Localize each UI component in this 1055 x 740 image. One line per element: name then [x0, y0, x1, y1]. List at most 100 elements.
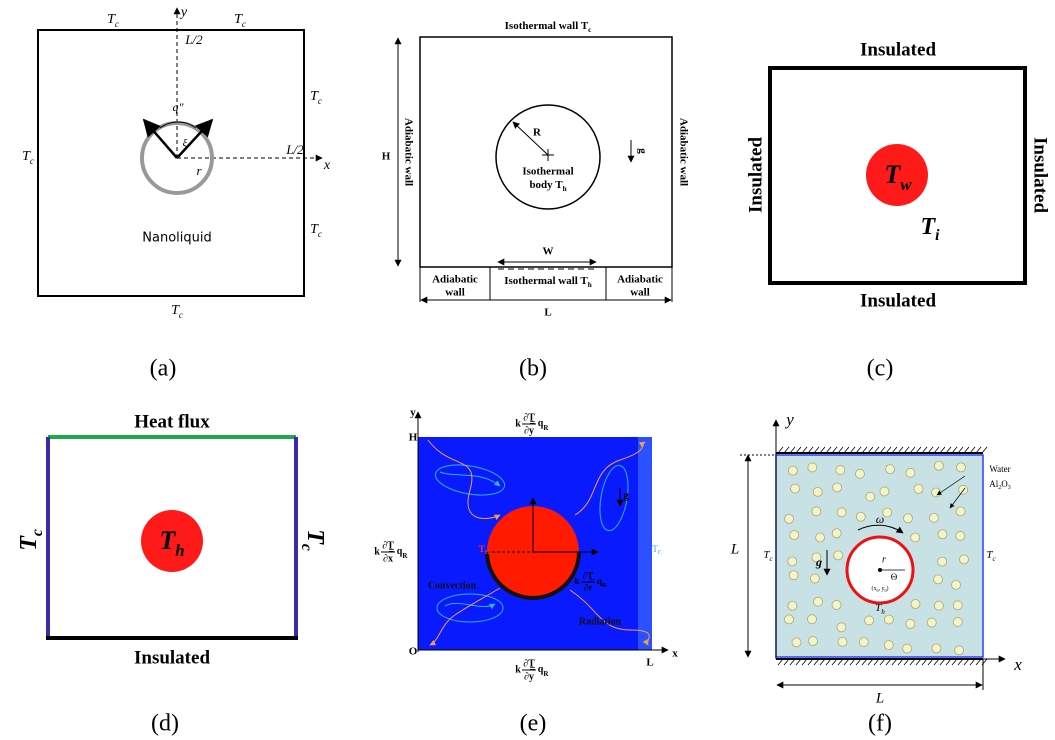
label: Adiabatic — [432, 274, 478, 286]
particle — [903, 514, 912, 523]
label: L — [730, 541, 739, 557]
label: g — [815, 555, 822, 569]
particle — [859, 638, 868, 647]
panel-b: Isothermal wall Tc Adiabatic wall Adiaba… — [382, 20, 690, 382]
label: L — [875, 690, 884, 706]
eq-rhs-sub: R — [602, 582, 607, 589]
eq-k: k — [374, 546, 380, 557]
label: Tc — [22, 149, 34, 166]
label-sub: c — [179, 310, 183, 320]
particle — [932, 488, 941, 497]
eq-k: k — [574, 576, 579, 586]
particle — [938, 530, 947, 539]
label-base: Isothermal wall T — [504, 275, 588, 287]
figure: y L/2 x L/2 q" ξ r Nanoliquid Tc Tc Tc T… — [0, 0, 1055, 740]
particle — [813, 487, 822, 496]
label: L — [646, 657, 653, 669]
caption: (a) — [150, 356, 177, 382]
particle — [837, 623, 846, 632]
label: r — [882, 554, 886, 565]
label-sub: c — [318, 229, 322, 239]
label: W — [543, 246, 554, 258]
particle — [911, 599, 920, 608]
panel-c: Insulated Insulated Insulated Insulated … — [745, 39, 1050, 381]
particle — [788, 557, 797, 566]
particle — [834, 551, 843, 560]
hatch-line — [982, 447, 987, 453]
label: Nanoliquid — [142, 231, 211, 246]
label: wall — [630, 287, 650, 299]
eq-rhs-sub: R — [402, 552, 408, 560]
label-sub: w — [900, 175, 912, 194]
label-sub: H — [485, 550, 490, 556]
particle — [833, 483, 842, 492]
particle — [788, 466, 797, 475]
eq-k: k — [515, 418, 521, 429]
equation: k∂T∂x= qR — [374, 540, 408, 564]
particle — [914, 484, 923, 493]
label: Tc — [107, 12, 119, 29]
particle — [906, 468, 915, 477]
particle — [810, 574, 819, 583]
particle — [932, 644, 941, 653]
label: Tc — [310, 222, 322, 239]
particle — [785, 514, 794, 523]
label-part: 3 — [1008, 485, 1011, 491]
label: L/2 — [184, 32, 203, 47]
particle — [934, 461, 943, 470]
axis-label: x — [323, 158, 331, 173]
label-base: body T — [529, 179, 563, 191]
label: Radiation — [579, 616, 622, 627]
label: Al2O3 — [989, 479, 1011, 491]
label: Insulated — [134, 647, 210, 668]
label-sub: c — [298, 544, 315, 551]
label-sub: c — [992, 555, 996, 563]
particle — [812, 507, 821, 516]
panel-d: Heat flux Insulated Tc Tc Th (d) — [16, 411, 329, 736]
particle — [952, 580, 961, 589]
label: Convection — [428, 580, 477, 591]
label: Θ — [891, 572, 898, 582]
label: g — [623, 490, 629, 502]
label: Tc — [298, 529, 329, 551]
label: Insulated — [860, 290, 936, 311]
particle — [855, 469, 864, 478]
panel-e: g y H O L x k∂T∂y= qR k∂T∂x= qR k∂T∂y= q… — [374, 407, 678, 737]
caption: (f) — [868, 711, 892, 737]
label-sub: c — [30, 156, 34, 166]
label: ξ — [183, 138, 188, 150]
label: Isothermal wall Tc — [505, 20, 592, 34]
label: O — [409, 646, 418, 658]
label-base: T — [16, 535, 42, 551]
caption: (c) — [867, 356, 894, 382]
label: Ti — [920, 214, 940, 245]
axis-label: y — [179, 5, 188, 20]
label: Tc — [16, 529, 47, 551]
cavity — [420, 37, 672, 267]
particle — [880, 487, 889, 496]
particle — [790, 531, 799, 540]
eq-rhs-main: = q — [389, 546, 403, 557]
particle — [956, 507, 965, 516]
label-sub: c — [115, 19, 119, 29]
axis-label: y — [410, 407, 416, 419]
cold-wall — [638, 437, 652, 650]
eq-rhs-sub: R — [543, 670, 549, 678]
label: Tc — [234, 12, 246, 29]
label: Insulated — [1030, 137, 1051, 213]
label-sub: c — [318, 96, 322, 106]
label-sub: c — [769, 555, 773, 563]
particle — [789, 571, 798, 580]
panel-f: y x L L Tc Tc Th Water Al2O3 ω r Θ (x0, … — [730, 410, 1022, 737]
particle — [953, 601, 962, 610]
particle — [838, 637, 847, 646]
label-sub: h — [563, 185, 567, 193]
label-sub: h — [588, 281, 592, 289]
label: q" — [172, 100, 184, 114]
eq-rhs-main: = q — [530, 418, 544, 429]
label: Tc — [171, 303, 183, 320]
label: Insulated — [860, 39, 936, 60]
label: Water — [989, 464, 1010, 474]
label: Adiabatic wall — [677, 118, 689, 186]
particle — [906, 619, 915, 628]
